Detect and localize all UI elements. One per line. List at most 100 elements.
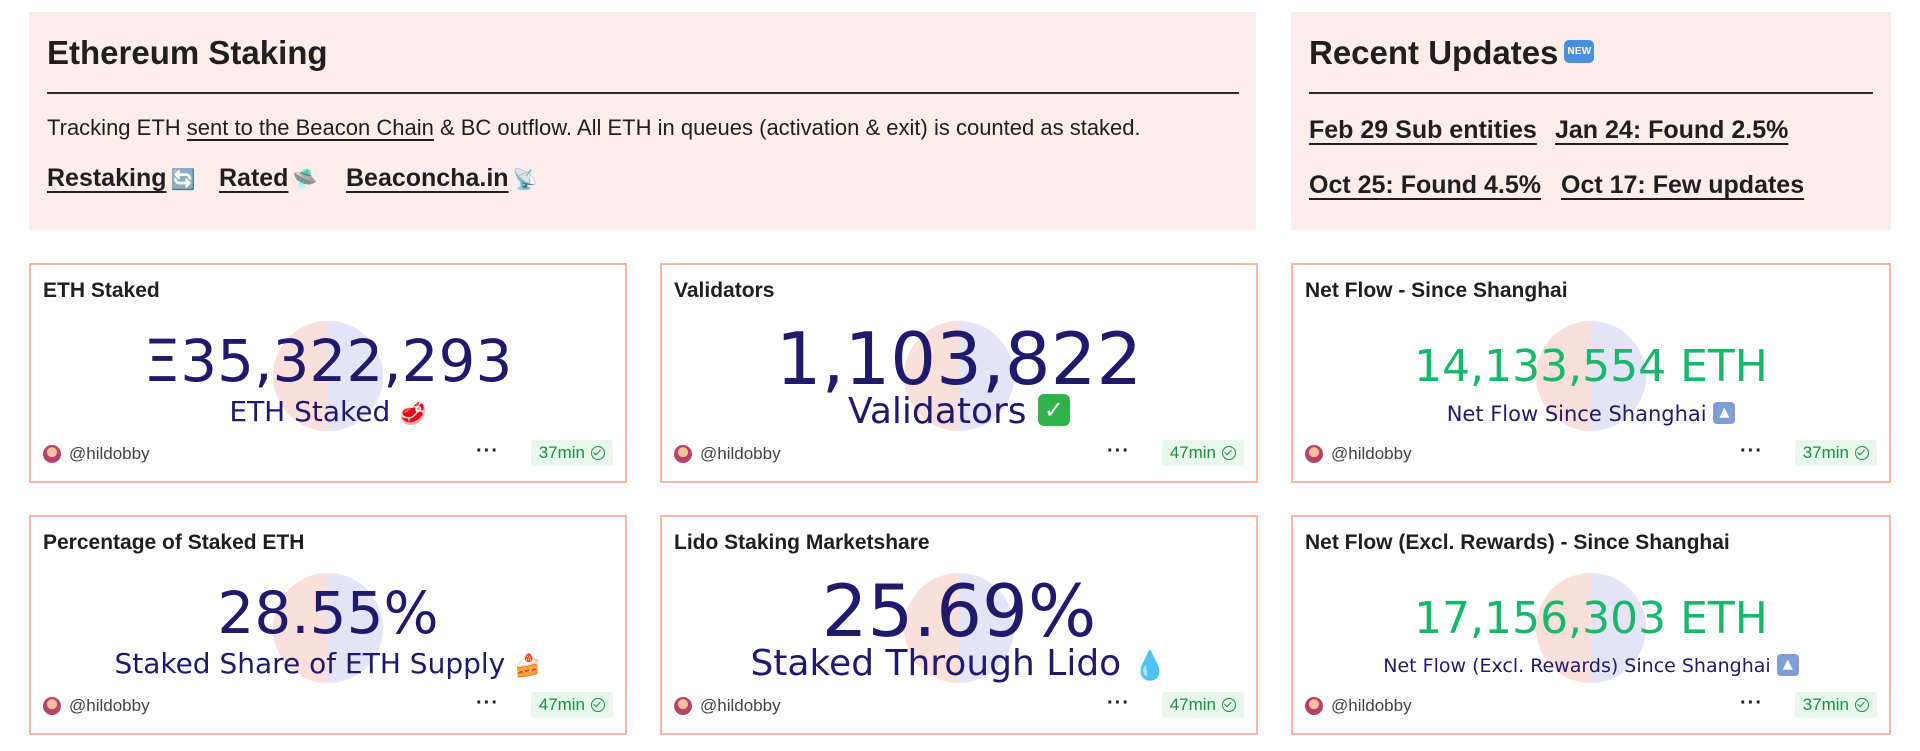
value-label: Staked Through Lido 💧 bbox=[662, 643, 1256, 684]
update-link-jan24[interactable]: Jan 24: Found 2.5% bbox=[1555, 116, 1789, 144]
page-title: Ethereum Staking bbox=[47, 34, 328, 71]
avatar bbox=[43, 445, 61, 463]
card-footer: @hildobby ··· 37min bbox=[1305, 692, 1877, 719]
value-label-text: Net Flow Since Shanghai bbox=[1446, 402, 1707, 426]
value-label: ETH Staked 🥩 bbox=[31, 395, 625, 428]
freshness-badge: 47min bbox=[1161, 440, 1244, 466]
new-badge: NEW bbox=[1564, 39, 1595, 63]
card-eth-staked: ETH Staked Ξ35,322,293 ETH Staked 🥩 @hil… bbox=[29, 263, 627, 483]
more-options-icon[interactable]: ··· bbox=[1740, 440, 1763, 462]
value-label-text: Staked Share of ETH Supply bbox=[114, 647, 506, 680]
more-options-icon[interactable]: ··· bbox=[1740, 692, 1763, 714]
more-options-icon[interactable]: ··· bbox=[476, 440, 499, 462]
steak-icon: 🥩 bbox=[399, 402, 427, 427]
value-label-text: Staked Through Lido bbox=[750, 643, 1122, 684]
check-circle-icon bbox=[591, 698, 605, 712]
card-lido-marketshare: Lido Staking Marketshare 25.69% Staked T… bbox=[660, 515, 1258, 735]
value-label: Validators ✓ bbox=[662, 391, 1256, 432]
author-link[interactable]: @hildobby bbox=[700, 444, 781, 463]
avatar bbox=[674, 697, 692, 715]
beaconchain-link[interactable]: Beaconcha.in 📡 bbox=[346, 164, 537, 193]
watermark-logo bbox=[904, 573, 1014, 683]
more-options-icon[interactable]: ··· bbox=[1107, 692, 1130, 714]
card-title: Lido Staking Marketshare bbox=[674, 531, 930, 554]
update-link-oct25[interactable]: Oct 25: Found 4.5% bbox=[1309, 171, 1541, 199]
avatar bbox=[1305, 445, 1323, 463]
card-footer: @hildobby ··· 47min bbox=[674, 440, 1244, 467]
card-title: ETH Staked bbox=[43, 279, 160, 302]
watermark-logo bbox=[1536, 321, 1646, 431]
author-link[interactable]: @hildobby bbox=[1331, 696, 1412, 715]
value-label-text: Validators bbox=[848, 391, 1027, 432]
more-options-icon[interactable]: ··· bbox=[1107, 440, 1130, 462]
freshness-badge: 47min bbox=[1161, 692, 1244, 718]
card-net-flow: Net Flow - Since Shanghai 14,133,554 ETH… bbox=[1291, 263, 1891, 483]
freshness-text: 37min bbox=[538, 443, 585, 462]
big-value: 14,133,554 ETH bbox=[1414, 341, 1768, 392]
freshness-text: 47min bbox=[1169, 443, 1216, 462]
big-value: 25.69% bbox=[821, 569, 1097, 653]
beacon-chain-link[interactable]: sent to the Beacon Chain bbox=[186, 115, 434, 140]
freshness-text: 47min bbox=[1169, 695, 1216, 714]
header-divider bbox=[47, 92, 1239, 94]
updates-panel: Recent Updates NEW Feb 29 Sub entities Ja… bbox=[1291, 12, 1891, 230]
card-title: Net Flow - Since Shanghai bbox=[1305, 279, 1568, 302]
watermark-logo bbox=[273, 573, 383, 683]
watermark-logo bbox=[273, 321, 383, 431]
check-circle-icon bbox=[1855, 446, 1869, 460]
description-suffix: & BC outflow. All ETH in queues (activat… bbox=[433, 115, 1141, 140]
rated-link[interactable]: Rated 🛸 bbox=[219, 164, 317, 193]
card-title: Validators bbox=[674, 279, 775, 302]
rated-label: Rated bbox=[219, 164, 289, 192]
refresh-icon: 🔄 bbox=[170, 169, 196, 191]
check-mark-icon: ✓ bbox=[1037, 394, 1070, 426]
up-arrow-icon: ▲ bbox=[1776, 653, 1799, 676]
freshness-text: 37min bbox=[1802, 695, 1849, 714]
restaking-link[interactable]: Restaking 🔄 bbox=[47, 164, 195, 193]
freshness-badge: 37min bbox=[530, 440, 613, 466]
check-circle-icon bbox=[1855, 698, 1869, 712]
freshness-badge: 47min bbox=[530, 692, 613, 718]
header-panel: Ethereum Staking Tracking ETH sent to th… bbox=[29, 12, 1256, 230]
author-link[interactable]: @hildobby bbox=[69, 444, 150, 463]
droplet-icon: 💧 bbox=[1132, 649, 1168, 682]
updates-title: Recent Updates NEW bbox=[1309, 34, 1595, 72]
big-value: Ξ35,322,293 bbox=[143, 327, 513, 395]
updates-divider bbox=[1309, 92, 1873, 94]
check-circle-icon bbox=[1222, 698, 1236, 712]
card-title: Net Flow (Excl. Rewards) - Since Shangha… bbox=[1305, 531, 1730, 554]
check-circle-icon bbox=[591, 446, 605, 460]
up-arrow-icon: ▲ bbox=[1713, 402, 1736, 424]
author-link[interactable]: @hildobby bbox=[69, 696, 150, 715]
update-link-feb29[interactable]: Feb 29 Sub entities bbox=[1309, 116, 1537, 144]
card-footer: @hildobby ··· 47min bbox=[674, 692, 1244, 719]
card-title: Percentage of Staked ETH bbox=[43, 531, 305, 554]
author-link[interactable]: @hildobby bbox=[700, 696, 781, 715]
check-circle-icon bbox=[1222, 446, 1236, 460]
restaking-label: Restaking bbox=[47, 164, 167, 192]
value-label: Net Flow (Excl. Rewards) Since Shanghai … bbox=[1293, 653, 1889, 678]
big-value: 28.55% bbox=[217, 579, 439, 647]
card-footer: @hildobby ··· 37min bbox=[1305, 440, 1877, 467]
more-options-icon[interactable]: ··· bbox=[476, 692, 499, 714]
card-net-flow-excl-rewards: Net Flow (Excl. Rewards) - Since Shangha… bbox=[1291, 515, 1891, 735]
freshness-text: 37min bbox=[1802, 443, 1849, 462]
update-link-oct17[interactable]: Oct 17: Few updates bbox=[1561, 171, 1805, 199]
avatar bbox=[674, 445, 692, 463]
satellite-icon: 📡 bbox=[512, 169, 538, 191]
header-description: Tracking ETH sent to the Beacon Chain & … bbox=[47, 115, 1141, 141]
freshness-badge: 37min bbox=[1794, 440, 1877, 466]
description-prefix: Tracking ETH bbox=[47, 115, 187, 140]
big-value: 1,103,822 bbox=[775, 317, 1143, 401]
card-footer: @hildobby ··· 47min bbox=[43, 692, 613, 719]
avatar bbox=[43, 697, 61, 715]
watermark-logo bbox=[1536, 573, 1646, 683]
freshness-badge: 37min bbox=[1794, 692, 1877, 718]
beaconchain-label: Beaconcha.in bbox=[346, 164, 509, 192]
author-link[interactable]: @hildobby bbox=[1331, 444, 1412, 463]
value-label-text: Net Flow (Excl. Rewards) Since Shanghai bbox=[1383, 655, 1771, 677]
freshness-text: 47min bbox=[538, 695, 585, 714]
avatar bbox=[1305, 697, 1323, 715]
watermark-logo bbox=[904, 321, 1014, 431]
updates-title-text: Recent Updates bbox=[1309, 34, 1559, 71]
